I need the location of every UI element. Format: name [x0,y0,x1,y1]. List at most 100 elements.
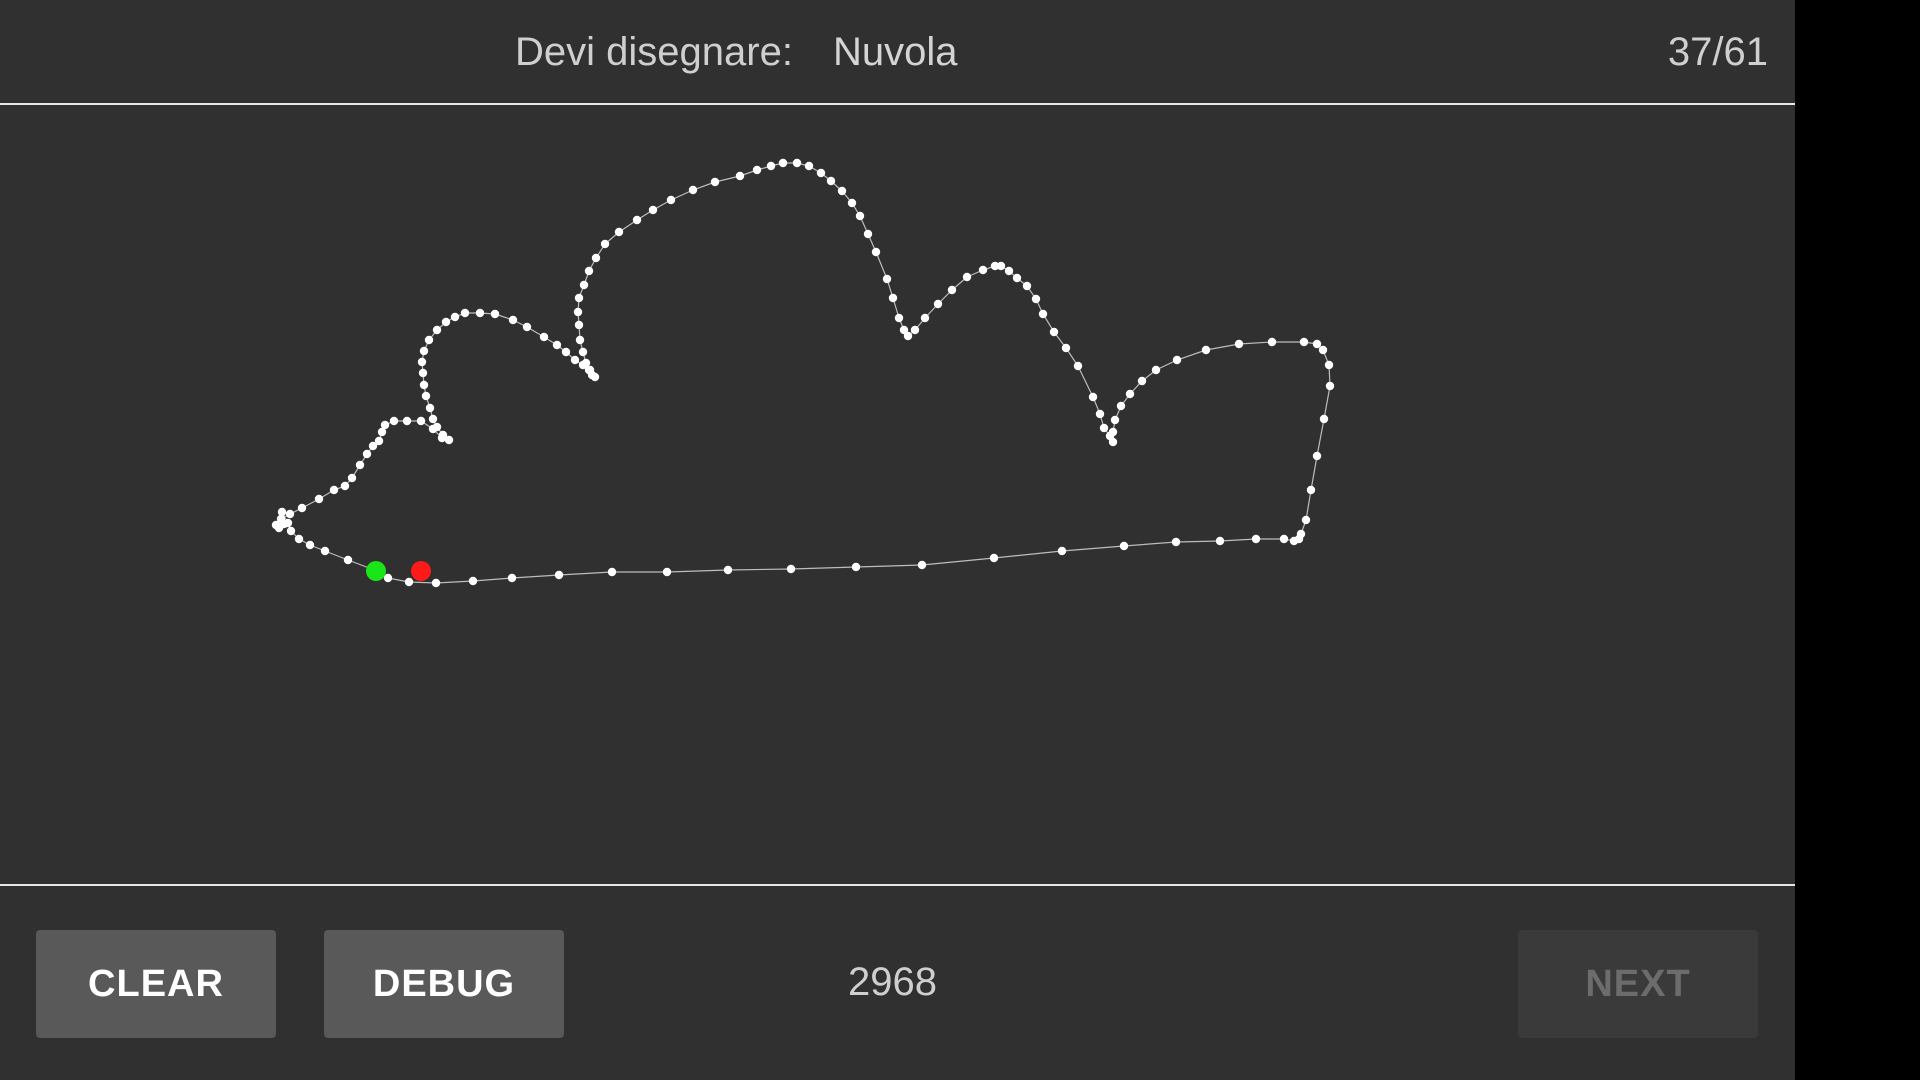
stroke-point [584,266,594,276]
stroke-point [1234,339,1244,349]
stroke-point [910,325,920,335]
stroke-point [460,308,470,318]
stroke-point [421,391,431,401]
debug-button[interactable]: DEBUG [324,930,564,1038]
stroke-point [507,573,517,583]
stroke-point [786,564,796,574]
clear-button[interactable]: CLEAR [36,930,276,1038]
stroke-point [380,420,390,430]
stroke-point [1151,365,1161,375]
footer-bar: CLEAR DEBUG 2968 NEXT [0,886,1795,1080]
stroke-point [933,299,943,309]
header-bar: Devi disegnare: Nuvola 37/61 [0,0,1795,105]
stroke-point [1171,537,1181,547]
stroke-point [1251,534,1261,544]
stroke-point [508,315,518,325]
stroke-point [428,414,438,424]
stroke-point [286,526,296,536]
drawing-svg [271,158,1335,588]
stroke-point [1318,345,1328,355]
stroke-point [1061,343,1071,353]
stroke-point [1137,376,1147,386]
stroke-point [368,441,378,451]
stroke-point [688,185,698,195]
stroke-point [418,368,428,378]
stroke-point [1325,381,1335,391]
stroke-point [416,416,426,426]
stroke-point [1031,294,1041,304]
stroke-point [585,365,595,375]
stroke-point [377,427,387,437]
stroke-point [522,322,532,332]
stroke-point [437,433,447,443]
stroke-point [851,562,861,572]
stroke-point [590,372,600,382]
stroke-point [648,205,658,215]
stroke-point [837,186,847,196]
stroke-point [578,347,588,357]
stroke-point [1105,431,1115,441]
stroke-point [1312,451,1322,461]
stroke-point [468,576,478,586]
stroke-point [475,308,485,318]
stroke-point [632,215,642,225]
stroke-point [735,171,745,181]
stroke-point [804,161,814,171]
stroke-point [570,355,580,365]
stroke-point [404,577,414,587]
stroke-point [277,507,287,517]
stroke-point [425,403,435,413]
stroke-point [417,357,427,367]
stroke-point [383,573,393,583]
stroke-point [662,567,672,577]
stroke-point [1172,355,1182,365]
stroke-point [962,272,972,282]
stroke-point [614,227,624,237]
stroke-point [710,177,720,187]
stroke-point [355,460,365,470]
stroke-point [1125,389,1135,399]
next-button[interactable]: NEXT [1518,930,1758,1038]
stroke-point [402,416,412,426]
stroke-point [374,436,384,446]
stroke-point [826,176,836,186]
prompt-label: Devi disegnare: [515,30,793,74]
stroke-point [1057,546,1067,556]
point-counter: 2968 [848,960,937,1004]
stroke-point [871,247,881,257]
stroke-point [539,332,549,342]
stroke-point [320,546,330,556]
stroke-point [903,331,913,341]
end-point-marker [411,561,431,581]
stroke-point [561,347,571,357]
stroke-point [607,567,617,577]
stroke-point [996,261,1006,271]
stroke-point [1301,515,1311,525]
app-window: Devi disegnare: Nuvola 37/61 CLEAR DEBUG… [0,0,1795,1080]
stroke-point [1201,345,1211,355]
stroke-point [978,265,988,275]
stroke-point [362,449,372,459]
stroke-point [314,494,324,504]
stroke-point [816,168,826,178]
stroke-point [1099,423,1109,433]
stroke-point [766,161,776,171]
stroke-point [920,313,930,323]
stroke-point [424,335,434,345]
stroke-point [899,325,909,335]
stroke-point [329,485,339,495]
stroke-point [947,285,957,295]
stroke-point [600,239,610,249]
drawing-canvas[interactable] [0,105,1795,886]
prompt-word: Nuvola [833,30,958,74]
stroke-point [575,335,585,345]
stroke-point [863,229,873,239]
stroke-point [882,274,892,284]
stroke-point [340,481,350,491]
stroke-point [1312,339,1322,349]
stroke-point [1279,534,1289,544]
stroke-line [275,162,1331,584]
stroke-point [431,578,441,588]
black-side-strip [1795,0,1920,1080]
stroke-point [285,509,295,519]
